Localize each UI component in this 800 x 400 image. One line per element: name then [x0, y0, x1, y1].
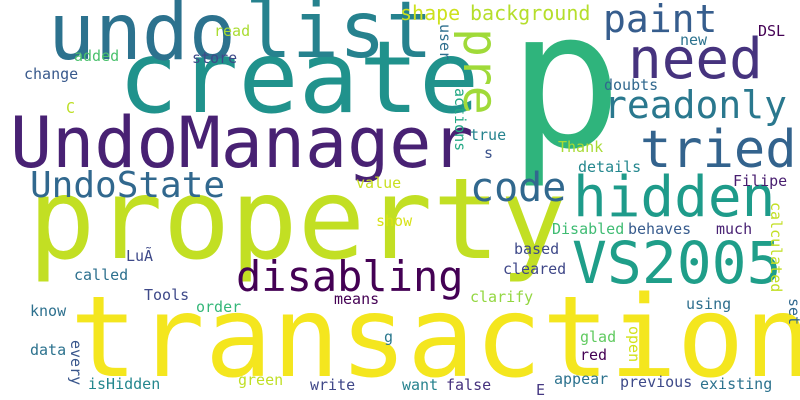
word-undo: undo — [48, 0, 236, 78]
word-c: C — [66, 99, 76, 117]
word-know: know — [30, 302, 67, 320]
word-called: called — [74, 266, 129, 284]
word-using: using — [686, 295, 732, 313]
word-glad: glad — [580, 328, 617, 346]
word-thank: Thank — [558, 138, 604, 156]
word-disabling: disabling — [236, 252, 464, 301]
word-cleared: cleared — [503, 260, 567, 278]
word-s: s — [484, 144, 494, 162]
word-added: added — [74, 47, 120, 65]
word-true: true — [470, 126, 507, 144]
word-g: g — [384, 328, 394, 346]
word-false: false — [446, 376, 492, 394]
word-write: write — [310, 376, 356, 394]
word-order: order — [196, 298, 242, 316]
word-clarify: clarify — [470, 288, 534, 306]
word-previous: previous — [620, 373, 693, 391]
word-details: details — [578, 158, 642, 176]
word-red: red — [580, 346, 608, 364]
word-appear: appear — [554, 370, 609, 388]
word-behaves: behaves — [628, 220, 692, 238]
word-ishidden: isHidden — [88, 375, 161, 393]
word-store: store — [192, 49, 238, 67]
word-doubts: doubts — [604, 76, 659, 94]
word-actions: actions — [451, 88, 469, 152]
word-change: change — [24, 65, 79, 83]
word-p: p — [508, 0, 623, 191]
word-want: want — [402, 376, 439, 394]
word-data: data — [30, 341, 67, 359]
word-pre: pre — [452, 28, 508, 115]
word-e: E — [536, 381, 546, 399]
word-show: show — [376, 212, 413, 230]
word-hidden: hidden — [573, 165, 776, 230]
word-vs2005: VS2005 — [572, 229, 782, 297]
word-user: user — [436, 24, 454, 61]
word-background: background — [470, 1, 591, 25]
word-every: every — [67, 340, 85, 386]
word-shape: shape — [400, 1, 461, 25]
word-list: list — [245, 0, 433, 76]
word-open: open — [625, 326, 643, 363]
word-undomanager: UndoManager — [10, 102, 474, 184]
word-disabled: Disabled — [552, 220, 625, 238]
word-lua: LuÃ — [126, 247, 154, 265]
word-green: green — [238, 371, 284, 389]
word-need: need — [628, 27, 763, 92]
word-set: set — [785, 298, 800, 326]
word-paint: paint — [603, 0, 718, 41]
word-read: read — [214, 22, 251, 40]
word-readonly: readonly — [604, 83, 788, 127]
word-create: create — [118, 19, 480, 136]
word-new: new — [680, 31, 708, 49]
word-value: value — [356, 174, 402, 192]
word-existing: existing — [700, 375, 773, 393]
word-filipe: Filipe — [733, 172, 788, 190]
word-means: means — [334, 290, 380, 308]
word-calculated: calculated — [767, 202, 785, 293]
word-undostate: UndoState — [30, 165, 226, 206]
word-property: property — [28, 155, 568, 285]
word-tools: Tools — [144, 286, 190, 304]
word-tried: tried — [640, 120, 797, 180]
word-transaction: transaction — [70, 273, 800, 400]
word-based: based — [514, 240, 560, 258]
word-dsl: DSL — [758, 22, 786, 40]
word-code: code — [470, 165, 567, 211]
word-much: much — [716, 220, 753, 238]
